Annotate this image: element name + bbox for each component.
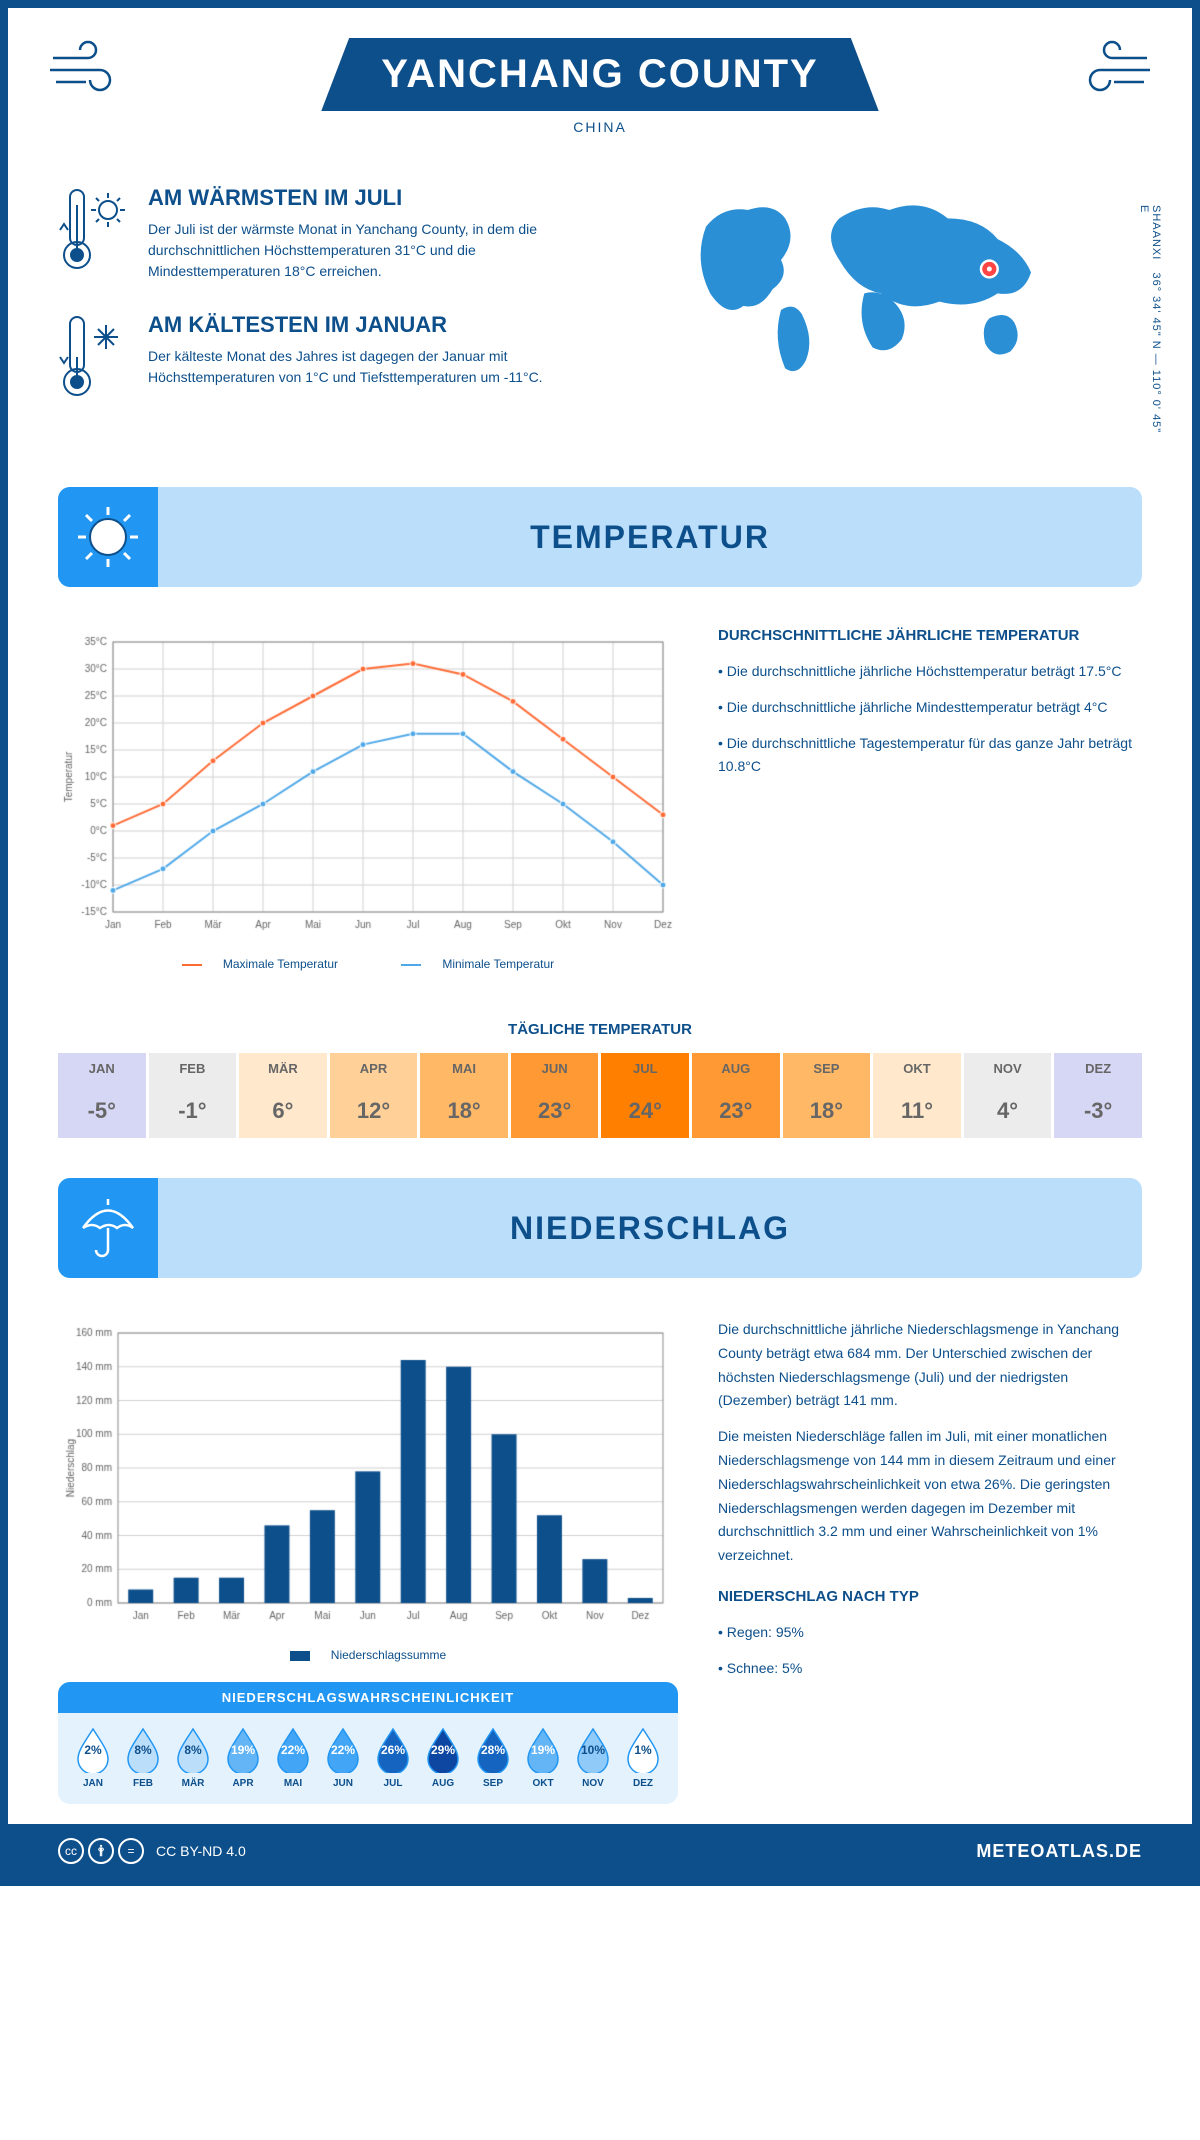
page-title: YANCHANG COUNTY <box>381 52 818 97</box>
precipitation-title: NIEDERSCHLAG <box>158 1210 1142 1247</box>
world-map <box>620 185 1142 385</box>
precip-prob-cell: 1%DEZ <box>618 1725 668 1789</box>
precip-prob-title: NIEDERSCHLAGSWAHRSCHEINLICHKEIT <box>58 1682 678 1713</box>
temperature-title: TEMPERATUR <box>158 519 1142 556</box>
footer: cc 🛉 = CC BY-ND 4.0 METEOATLAS.DE <box>8 1824 1192 1878</box>
location-marker <box>981 261 998 278</box>
precip-prob-cell: 22%JUN <box>318 1725 368 1789</box>
daily-temp-cell: DEZ-3° <box>1054 1053 1142 1138</box>
intro-right: SHAANXI 36° 34' 45" N — 110° 0' 45" E <box>620 185 1142 437</box>
intro-left: AM WÄRMSTEN IM JULI Der Juli ist der wär… <box>58 185 580 437</box>
precip-type-1: • Regen: 95% <box>718 1621 1142 1645</box>
precipitation-section-header: NIEDERSCHLAG <box>58 1178 1142 1278</box>
precip-prob-cell: 22%MAI <box>268 1725 318 1789</box>
precip-prob-cell: 28%SEP <box>468 1725 518 1789</box>
precip-prob-cell: 2%JAN <box>68 1725 118 1789</box>
daily-temp-cell: AUG23° <box>692 1053 783 1138</box>
temp-info-heading: DURCHSCHNITTLICHE JÄHRLICHE TEMPERATUR <box>718 627 1142 644</box>
header: YANCHANG COUNTY CHINA <box>8 8 1192 155</box>
daily-temp-cell: JUL24° <box>601 1053 692 1138</box>
precipitation-chart-section: Niederschlagssumme NIEDERSCHLAGSWAHRSCHE… <box>8 1298 1192 1824</box>
temp-bullet-2: • Die durchschnittliche jährliche Mindes… <box>718 696 1142 720</box>
warm-text: Der Juli ist der wärmste Monat in Yancha… <box>148 219 580 282</box>
precip-p1: Die durchschnittliche jährliche Niedersc… <box>718 1318 1142 1413</box>
daily-temp-cell: SEP18° <box>783 1053 874 1138</box>
temperature-info: DURCHSCHNITTLICHE JÄHRLICHE TEMPERATUR •… <box>718 627 1142 971</box>
warm-block: AM WÄRMSTEN IM JULI Der Juli ist der wär… <box>58 185 580 282</box>
daily-temp-cell: MÄR6° <box>239 1053 330 1138</box>
license-text: CC BY-ND 4.0 <box>156 1843 246 1859</box>
precip-prob-cell: 26%JUL <box>368 1725 418 1789</box>
precip-type-heading: NIEDERSCHLAG NACH TYP <box>718 1588 1142 1605</box>
daily-temp-cell: JAN-5° <box>58 1053 149 1138</box>
daily-temp-cell: OKT11° <box>873 1053 964 1138</box>
thermometer-sun-icon <box>58 185 128 282</box>
precip-prob-row: 2%JAN8%FEB8%MÄR19%APR22%MAI22%JUN26%JUL2… <box>58 1713 678 1789</box>
nd-icon: = <box>118 1838 144 1864</box>
by-icon: 🛉 <box>88 1838 114 1864</box>
precip-prob-cell: 8%MÄR <box>168 1725 218 1789</box>
precip-legend: Niederschlagssumme <box>58 1648 678 1662</box>
temperature-chart: Maximale Temperatur Minimale Temperatur <box>58 627 678 971</box>
daily-temp-cell: APR12° <box>330 1053 421 1138</box>
daily-temp-cell: JUN23° <box>511 1053 602 1138</box>
precipitation-chart: Niederschlagssumme NIEDERSCHLAGSWAHRSCHE… <box>58 1318 678 1804</box>
temperature-section-header: TEMPERATUR <box>58 487 1142 587</box>
temp-legend: Maximale Temperatur Minimale Temperatur <box>58 957 678 971</box>
footer-site: METEOATLAS.DE <box>976 1841 1142 1862</box>
cold-heading: AM KÄLTESTEN IM JANUAR <box>148 312 580 338</box>
temperature-chart-section: Maximale Temperatur Minimale Temperatur … <box>8 607 1192 991</box>
daily-temp-cell: FEB-1° <box>149 1053 240 1138</box>
wind-icon-right <box>1062 38 1152 98</box>
daily-temp-grid: JAN-5°FEB-1°MÄR6°APR12°MAI18°JUN23°JUL24… <box>58 1053 1142 1138</box>
precip-prob-cell: 19%OKT <box>518 1725 568 1789</box>
daily-temp-cell: NOV4° <box>964 1053 1055 1138</box>
umbrella-icon <box>58 1178 158 1278</box>
thermometer-snow-icon <box>58 312 128 407</box>
intro-section: AM WÄRMSTEN IM JULI Der Juli ist der wär… <box>8 155 1192 467</box>
sun-icon <box>58 487 158 587</box>
page-frame: YANCHANG COUNTY CHINA AM WÄRMSTEN IM JUL… <box>0 0 1200 1886</box>
daily-temp-cell: MAI18° <box>420 1053 511 1138</box>
title-banner: YANCHANG COUNTY <box>321 38 878 111</box>
coordinates: SHAANXI 36° 34' 45" N — 110° 0' 45" E <box>1138 205 1162 437</box>
footer-license: cc 🛉 = CC BY-ND 4.0 <box>58 1838 246 1864</box>
page-subtitle: CHINA <box>8 119 1192 135</box>
precip-prob-cell: 8%FEB <box>118 1725 168 1789</box>
precip-prob-cell: 10%NOV <box>568 1725 618 1789</box>
warm-heading: AM WÄRMSTEN IM JULI <box>148 185 580 211</box>
precipitation-info: Die durchschnittliche jährliche Niedersc… <box>718 1318 1142 1804</box>
precip-type-2: • Schnee: 5% <box>718 1657 1142 1681</box>
temp-bullet-1: • Die durchschnittliche jährliche Höchst… <box>718 660 1142 684</box>
precip-prob-cell: 19%APR <box>218 1725 268 1789</box>
wind-icon-left <box>48 38 138 98</box>
temp-bullet-3: • Die durchschnittliche Tagestemperatur … <box>718 732 1142 780</box>
precip-probability-box: NIEDERSCHLAGSWAHRSCHEINLICHKEIT 2%JAN8%F… <box>58 1682 678 1804</box>
daily-temp-title: TÄGLICHE TEMPERATUR <box>8 1021 1192 1038</box>
precip-prob-cell: 29%AUG <box>418 1725 468 1789</box>
cc-icon: cc <box>58 1838 84 1864</box>
cold-text: Der kälteste Monat des Jahres ist dagege… <box>148 346 580 388</box>
precip-p2: Die meisten Niederschläge fallen im Juli… <box>718 1425 1142 1568</box>
cold-block: AM KÄLTESTEN IM JANUAR Der kälteste Mona… <box>58 312 580 407</box>
